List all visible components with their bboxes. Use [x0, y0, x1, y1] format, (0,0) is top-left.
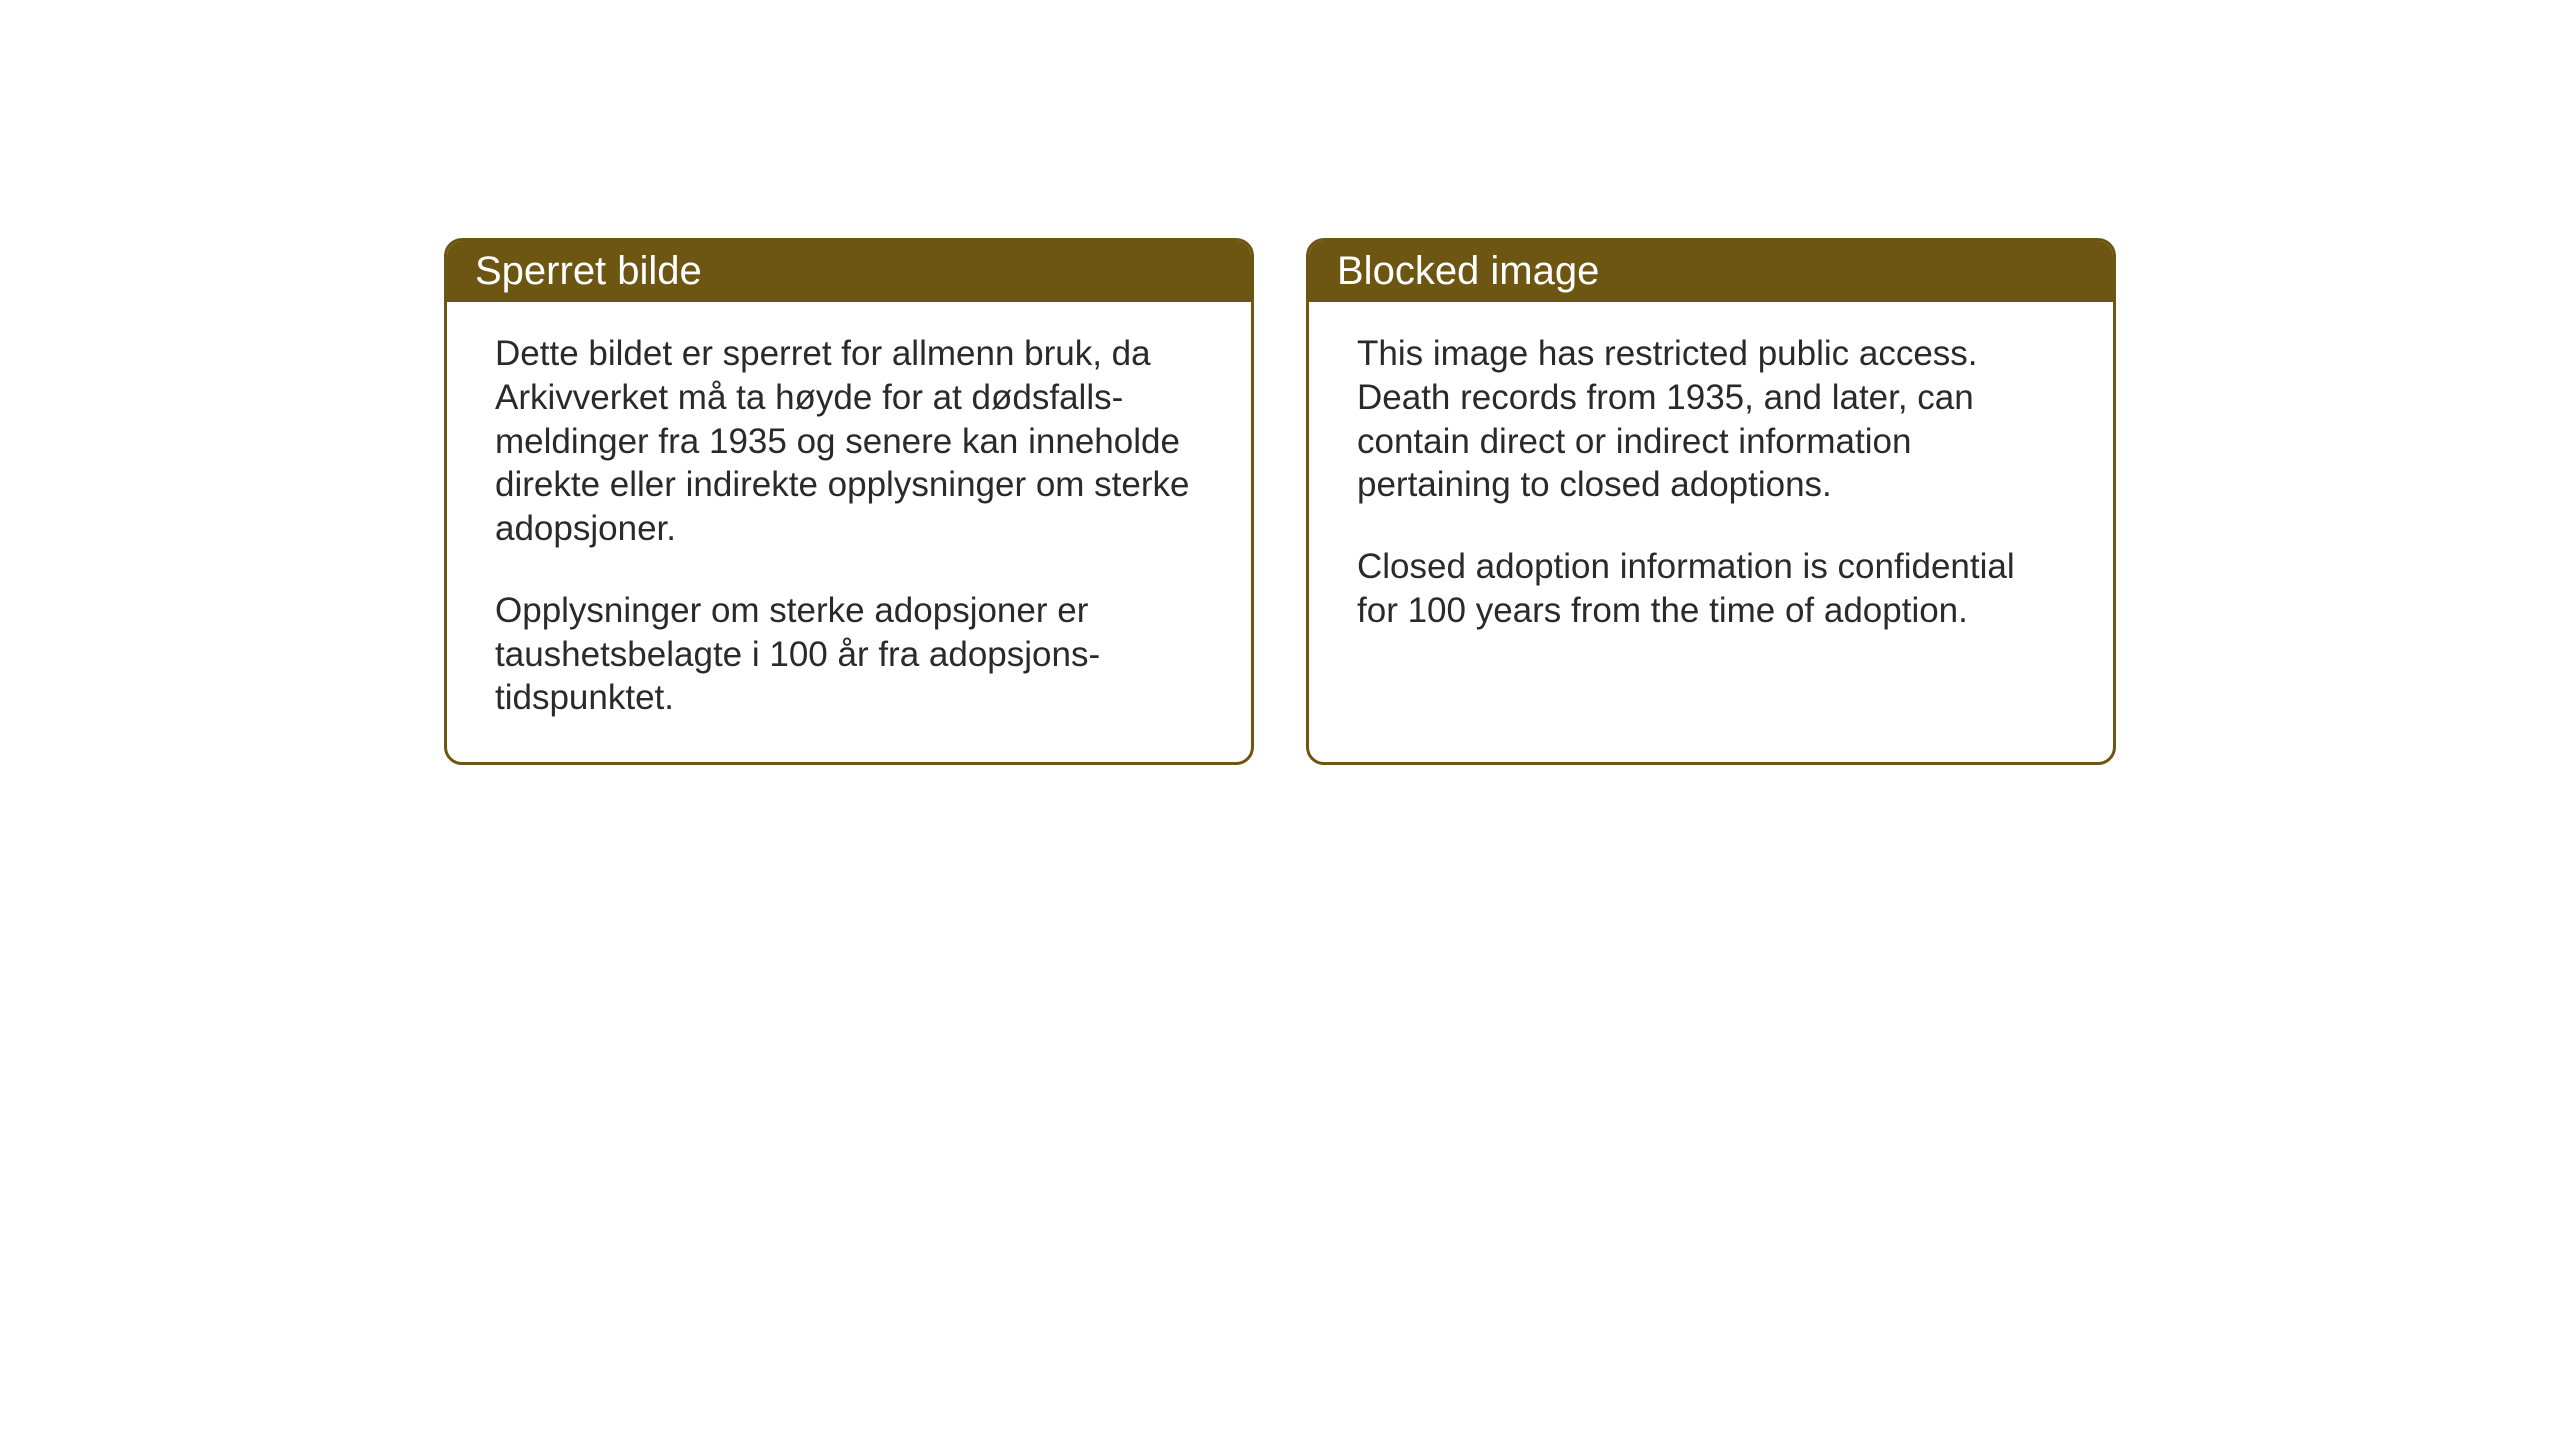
- card-paragraph-1-norwegian: Dette bildet er sperret for allmenn bruk…: [495, 332, 1203, 551]
- card-paragraph-1-english: This image has restricted public access.…: [1357, 332, 2065, 507]
- card-title-english: Blocked image: [1337, 249, 1599, 293]
- card-header-norwegian: Sperret bilde: [447, 241, 1251, 302]
- notice-cards-container: Sperret bilde Dette bildet er sperret fo…: [444, 238, 2116, 765]
- notice-card-norwegian: Sperret bilde Dette bildet er sperret fo…: [444, 238, 1254, 765]
- card-paragraph-2-english: Closed adoption information is confident…: [1357, 545, 2065, 633]
- card-title-norwegian: Sperret bilde: [475, 249, 702, 293]
- card-header-english: Blocked image: [1309, 241, 2113, 302]
- notice-card-english: Blocked image This image has restricted …: [1306, 238, 2116, 765]
- card-body-english: This image has restricted public access.…: [1309, 302, 2113, 743]
- card-body-norwegian: Dette bildet er sperret for allmenn bruk…: [447, 302, 1251, 762]
- card-paragraph-2-norwegian: Opplysninger om sterke adopsjoner er tau…: [495, 589, 1203, 720]
